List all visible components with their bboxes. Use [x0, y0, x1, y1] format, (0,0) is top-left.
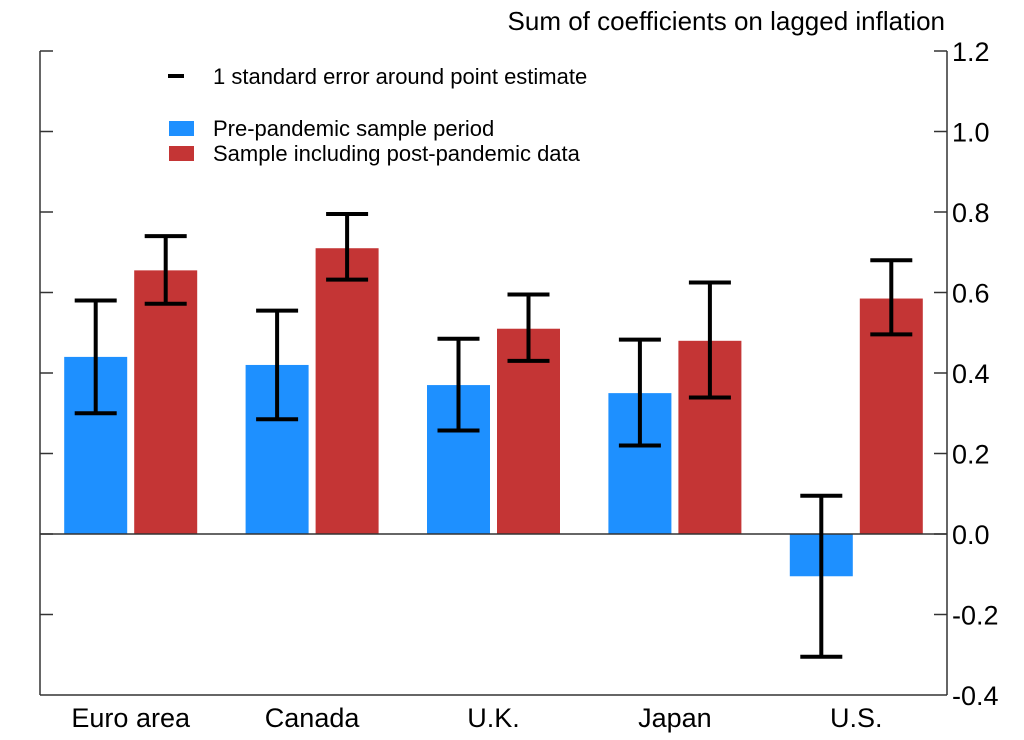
legend-swatch-pre-pandemic: [169, 121, 194, 136]
x-label-euro-area: Euro area: [71, 703, 191, 733]
y-tick-label: 0.4: [952, 359, 990, 389]
y-tick-label: 0.8: [952, 198, 990, 228]
legend-swatch-post-pandemic: [169, 146, 194, 161]
y-tick-label: 1.2: [952, 37, 990, 67]
x-label-japan: Japan: [638, 703, 712, 733]
error-bar-canada-post-pandemic: [326, 212, 369, 282]
bar-u-k-post-pandemic: [497, 328, 560, 534]
legend-label-post-pandemic: Sample including post-pandemic data: [213, 141, 581, 166]
x-label-u-k: U.K.: [467, 703, 520, 733]
bars-layer: [64, 248, 923, 577]
legend: 1 standard error around point estimate P…: [168, 64, 587, 166]
error-bar-euro-area-pre-pandemic: [74, 298, 117, 416]
y-tick-labels: 1.2 1.0 0.8 0.6 0.4 0.2 0.0 -0.2 -0.4: [952, 37, 999, 711]
y-tick-label: -0.4: [952, 681, 999, 711]
error-bar-japan-pre-pandemic: [618, 337, 661, 448]
axes-layer: [39, 50, 948, 696]
y-tick-label: 1.0: [952, 118, 990, 148]
error-bar-u-s-post-pandemic: [870, 258, 913, 337]
bar-euro-area-post-pandemic: [134, 270, 198, 534]
bar-u-s-post-pandemic: [859, 298, 923, 534]
error-bar-u-k-post-pandemic: [507, 292, 550, 363]
chart-title: Sum of coefficients on lagged inflation: [508, 6, 945, 36]
y-tick-label: -0.2: [952, 601, 999, 631]
x-category-labels: Euro area Canada U.K. Japan U.S.: [71, 703, 882, 733]
legend-error-bar-label: 1 standard error around point estimate: [213, 64, 587, 89]
x-label-canada: Canada: [265, 703, 361, 733]
y-tick-label: 0.6: [952, 279, 990, 309]
y-tick-label: 0.0: [952, 520, 990, 550]
error-bar-euro-area-post-pandemic: [144, 234, 187, 306]
error-bar-u-s-pre-pandemic: [800, 493, 843, 659]
error-bar-canada-pre-pandemic: [256, 308, 299, 422]
error-bars-layer: [74, 212, 913, 659]
y-tick-label: 0.2: [952, 440, 990, 470]
bar-canada-post-pandemic: [315, 248, 379, 534]
error-bar-japan-post-pandemic: [688, 280, 731, 400]
error-bar-u-k-pre-pandemic: [437, 336, 480, 433]
legend-label-pre-pandemic: Pre-pandemic sample period: [213, 116, 494, 141]
x-label-u-s: U.S.: [830, 703, 883, 733]
